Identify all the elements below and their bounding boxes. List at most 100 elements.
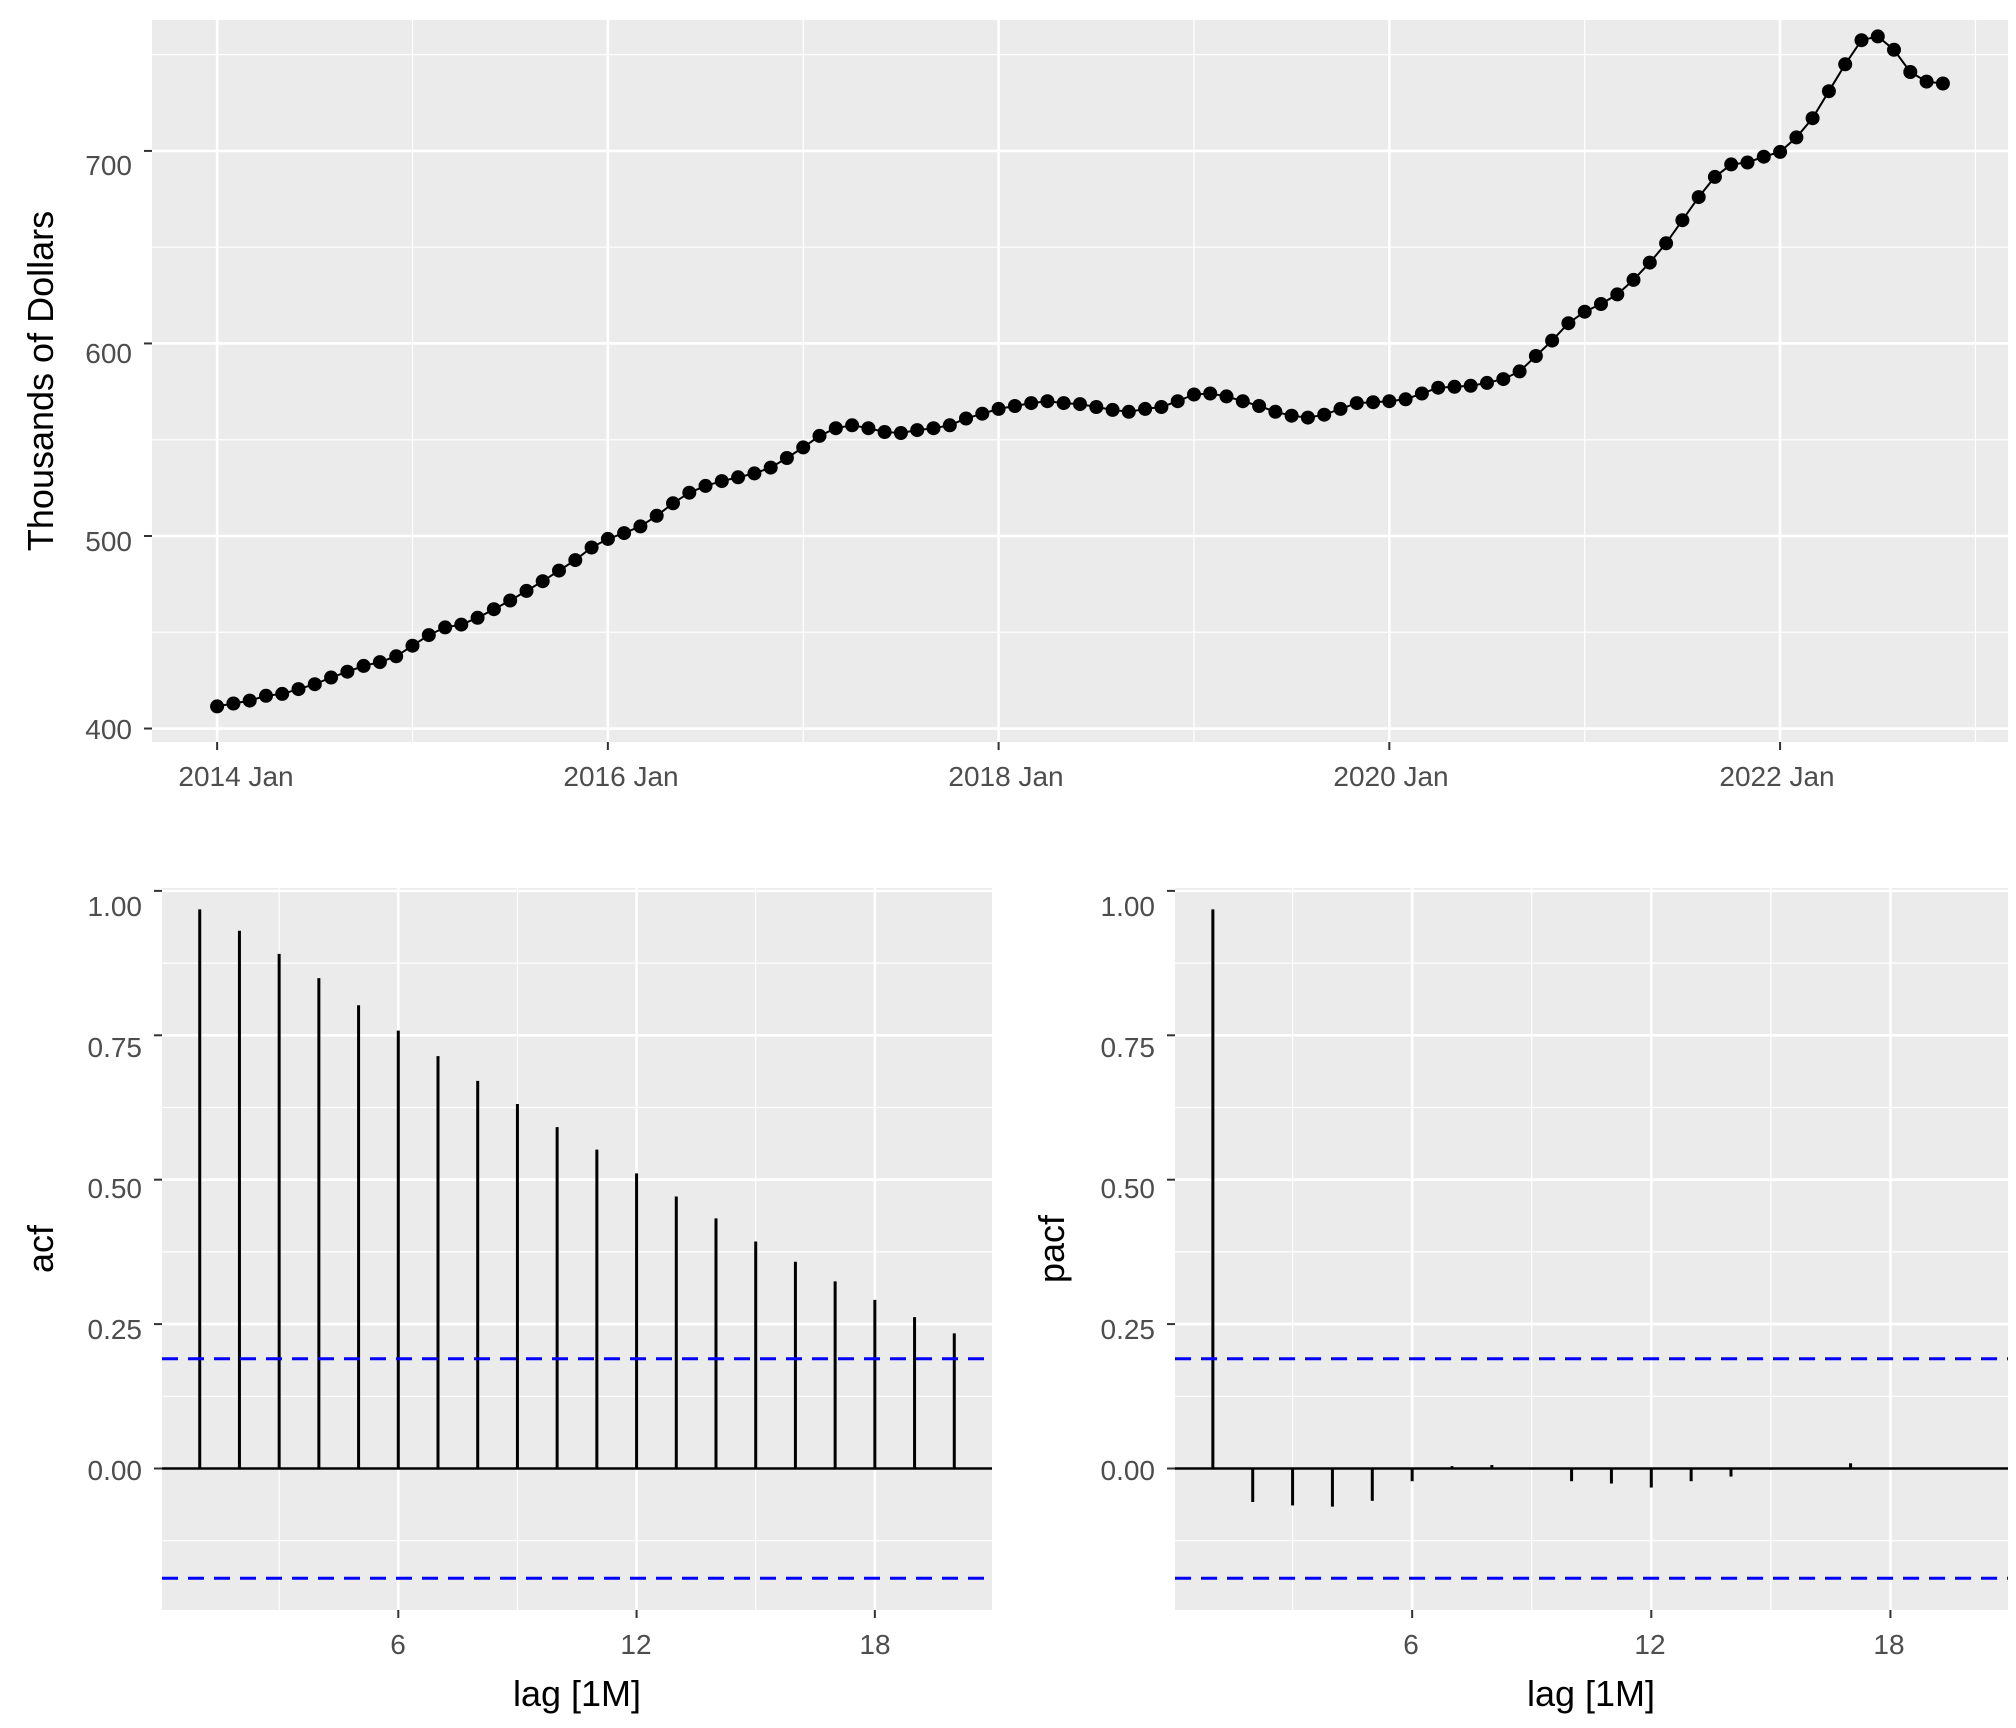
- timeseries-ytick-label-400: 400: [85, 714, 132, 745]
- timeseries-point: [1675, 213, 1690, 228]
- pacf-xtick-label-18: 18: [1873, 1629, 1904, 1660]
- timeseries-point: [1105, 402, 1120, 417]
- timeseries-point: [1024, 396, 1039, 411]
- timeseries-point: [1073, 397, 1087, 412]
- timeseries-point: [242, 693, 257, 708]
- pacf-bars: [1175, 909, 2008, 1580]
- timeseries-point: [1707, 169, 1722, 184]
- timeseries-axes: [144, 149, 1782, 750]
- timeseries-point: [1431, 380, 1446, 395]
- timeseries-point: [942, 418, 957, 433]
- pacf-ytick-label-0.50: 0.50: [1101, 1173, 1156, 1204]
- timeseries-point: [926, 421, 941, 436]
- acf-ytick-label-0.25: 0.25: [88, 1314, 143, 1345]
- timeseries-chart: 400 500 600 700 2014 Jan 2016 Jan 2018 J…: [20, 20, 2008, 792]
- timeseries-point: [633, 519, 648, 534]
- timeseries-point: [568, 553, 583, 568]
- acf-xtick-label-12: 12: [620, 1629, 651, 1660]
- timeseries-point: [1821, 84, 1836, 99]
- timeseries-point: [372, 655, 387, 670]
- timeseries-point: [682, 485, 697, 500]
- acf-xtick-label-6: 6: [390, 1629, 406, 1660]
- timeseries-point: [991, 401, 1006, 416]
- timeseries-point: [535, 574, 550, 589]
- timeseries-point: [1724, 157, 1739, 172]
- timeseries-point: [1561, 316, 1576, 331]
- timeseries-point: [1756, 149, 1771, 164]
- timeseries-ytick-label-600: 600: [85, 338, 132, 369]
- timeseries-point: [1414, 386, 1429, 401]
- timeseries-point: [893, 426, 908, 440]
- timeseries-point: [552, 563, 566, 578]
- acf-x-axis-title: lag [1M]: [513, 1673, 641, 1714]
- timeseries-point: [291, 682, 306, 697]
- timeseries-point: [1480, 375, 1494, 390]
- timeseries-point: [1935, 76, 1950, 91]
- timeseries-point: [1333, 401, 1348, 416]
- timeseries-point: [226, 696, 241, 711]
- timeseries-point: [405, 638, 420, 653]
- timeseries-ytick-label-500: 500: [85, 526, 132, 557]
- pacf-ytick-label-0.25: 0.25: [1101, 1314, 1156, 1345]
- timeseries-point: [259, 688, 273, 703]
- timeseries-point: [307, 677, 322, 692]
- timeseries-point: [1773, 144, 1788, 159]
- timeseries-point: [1121, 404, 1136, 419]
- timeseries-point: [1740, 155, 1755, 170]
- timeseries-point: [1659, 236, 1674, 251]
- timeseries-point: [617, 526, 632, 541]
- timeseries-series: [210, 29, 1950, 714]
- timeseries-point: [747, 466, 762, 481]
- timeseries-point: [486, 602, 501, 617]
- timeseries-point: [1138, 401, 1153, 416]
- timeseries-point: [600, 531, 615, 546]
- timeseries-point: [666, 496, 680, 511]
- timeseries-point: [1154, 400, 1169, 414]
- timeseries-point: [714, 474, 729, 489]
- acf-ytick-label-0.00: 0.00: [88, 1455, 143, 1486]
- timeseries-point: [649, 508, 664, 523]
- timeseries-point: [1349, 396, 1364, 411]
- timeseries-point: [1447, 379, 1462, 394]
- timeseries-point: [1398, 392, 1413, 407]
- pacf-xtick-label-6: 6: [1403, 1629, 1419, 1660]
- timeseries-xtick-label-2014: 2014 Jan: [178, 761, 293, 792]
- acf-ytick-label-0.75: 0.75: [88, 1032, 143, 1063]
- timeseries-point: [1235, 394, 1250, 409]
- timeseries-point: [1007, 399, 1022, 413]
- timeseries-point: [340, 664, 355, 679]
- timeseries-xtick-label-2020: 2020 Jan: [1333, 761, 1448, 792]
- timeseries-point: [910, 423, 925, 438]
- acf-y-axis-title: acf: [20, 1224, 61, 1273]
- timeseries-point: [1512, 364, 1527, 379]
- timeseries-point: [1789, 130, 1804, 145]
- timeseries-point: [503, 593, 518, 608]
- timeseries-point: [779, 451, 794, 465]
- timeseries-point: [1056, 396, 1071, 411]
- timeseries-point: [763, 460, 778, 475]
- timeseries-point: [1594, 297, 1608, 311]
- pacf-y-axis-title: pacf: [1031, 1214, 1072, 1283]
- timeseries-grid: [152, 20, 2008, 742]
- timeseries-point: [584, 540, 599, 555]
- timeseries-point: [1496, 372, 1511, 387]
- timeseries-point: [1610, 287, 1625, 302]
- timeseries-point: [421, 628, 436, 643]
- timeseries-point: [731, 470, 746, 485]
- timeseries-point: [210, 699, 225, 714]
- timeseries-xtick-label-2018: 2018 Jan: [948, 761, 1063, 792]
- timeseries-point: [828, 421, 843, 436]
- acf-ytick-label-1.00: 1.00: [88, 891, 143, 922]
- timeseries-point: [877, 425, 892, 439]
- timeseries-point: [1691, 190, 1706, 205]
- pacf-axes: [1167, 889, 1892, 1618]
- acf-chart: 0.00 0.25 0.50 0.75 1.00 6 12 18 lag [1M…: [20, 888, 992, 1714]
- acf-xtick-label-18: 18: [859, 1629, 890, 1660]
- pacf-ytick-label-1.00: 1.00: [1101, 891, 1156, 922]
- timeseries-point: [1805, 111, 1820, 126]
- timeseries-point: [1528, 349, 1543, 363]
- timeseries-point: [356, 658, 371, 673]
- pacf-chart: 0.00 0.25 0.50 0.75 1.00 6 12 18 lag [1M…: [1031, 888, 2008, 1714]
- timeseries-point: [275, 686, 290, 701]
